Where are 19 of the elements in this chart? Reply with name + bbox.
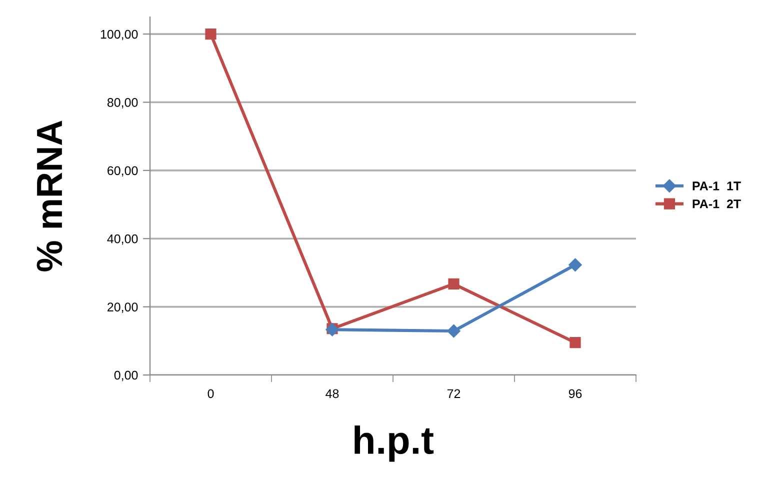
point — [205, 28, 216, 40]
y-tick-label: 60,00 — [108, 166, 138, 177]
legend-label: PA-1 2T — [692, 199, 741, 208]
point — [568, 258, 582, 272]
x-tick-label: 48 — [326, 389, 339, 398]
x-axis-title: h.p.t — [354, 426, 434, 462]
y-tick-label: 20,00 — [108, 302, 138, 313]
legend-label: PA-1 1T — [692, 182, 741, 190]
y-tick-label: 100,00 — [100, 30, 138, 40]
y-tick-label: 40,00 — [107, 234, 138, 245]
x-tick-label: 0 — [208, 389, 214, 398]
y-tick-label: 80,00 — [107, 98, 138, 108]
point — [448, 278, 460, 290]
x-tick-label: 72 — [447, 389, 460, 398]
y-axis-title: % mRNA — [36, 120, 62, 272]
x-tick-label: 96 — [568, 389, 582, 398]
point — [447, 324, 460, 338]
y-tick-label: 0,00 — [114, 370, 138, 382]
point — [570, 337, 581, 348]
